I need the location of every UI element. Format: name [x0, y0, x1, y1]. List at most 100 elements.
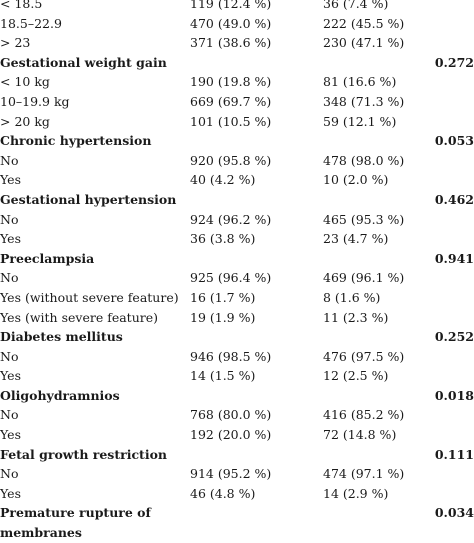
table-row: No 946 (98.5 %) 476 (97.5 %) — [0, 347, 474, 367]
row-label: Yes (without severe feature) — [0, 289, 179, 305]
table-row: < 18.5 119 (12.4 %) 36 (7.4 %) — [0, 0, 474, 14]
group-a-value: 19 (1.9 %) — [190, 309, 256, 325]
group-a-value: 920 (95.8 %) — [190, 152, 272, 168]
group-b-value: 12 (2.5 %) — [323, 368, 389, 384]
table-section-header: Fetal growth restriction 0.111 — [0, 445, 474, 465]
table-row: Yes (without severe feature) 16 (1.7 %) 8 … — [0, 288, 474, 308]
table-row: No 920 (95.8 %) 478 (98.0 %) — [0, 151, 474, 171]
row-label: Yes — [0, 172, 21, 188]
row-label: No — [0, 211, 19, 227]
group-b-value: 8 (1.6 %) — [323, 289, 381, 305]
group-a-value: 371 (38.6 %) — [190, 35, 272, 51]
table-section-header: Gestational hypertension 0.462 — [0, 190, 474, 210]
row-label: Oligohydramnios — [0, 387, 120, 403]
group-a-value: 190 (19.8 %) — [190, 74, 272, 90]
table-section-header: Diabetes mellitus 0.252 — [0, 327, 474, 347]
group-b-value: 23 (4.7 %) — [323, 231, 389, 247]
p-value: 0.018 — [434, 387, 474, 403]
table-row: No 914 (95.2 %) 474 (97.1 %) — [0, 464, 474, 484]
row-label: < 10 kg — [0, 74, 50, 90]
row-label: 10–19.9 kg — [0, 93, 70, 109]
group-b-value: 348 (71.3 %) — [323, 93, 405, 109]
row-label: Gestational weight gain — [0, 54, 167, 70]
group-a-value: 914 (95.2 %) — [190, 466, 272, 482]
row-label: Gestational hypertension — [0, 191, 177, 207]
row-label: 18.5–22.9 — [0, 15, 62, 31]
group-a-value: 14 (1.5 %) — [190, 368, 256, 384]
row-label: > 23 — [0, 35, 31, 51]
p-value: 0.053 — [434, 133, 474, 149]
p-value: 0.252 — [434, 329, 474, 345]
table-row: Yes 46 (4.8 %) 14 (2.9 %) — [0, 484, 474, 504]
row-label: No — [0, 407, 19, 423]
group-a-value: 119 (12.4 %) — [190, 0, 272, 11]
p-value: 0.272 — [434, 54, 474, 70]
row-label: Preeclampsia — [0, 250, 95, 266]
row-label: No — [0, 270, 19, 286]
group-a-value: 669 (69.7 %) — [190, 93, 272, 109]
row-label: Yes — [0, 368, 21, 384]
group-a-value: 925 (96.4 %) — [190, 270, 272, 286]
group-b-value: 474 (97.1 %) — [323, 466, 405, 482]
group-a-value: 470 (49.0 %) — [190, 15, 272, 31]
table-section-header: Oligohydramnios 0.018 — [0, 386, 474, 406]
group-b-value: 81 (16.6 %) — [323, 74, 397, 90]
table-row: Yes 40 (4.2 %) 10 (2.0 %) — [0, 170, 474, 190]
table-section-header: Preeclampsia 0.941 — [0, 249, 474, 269]
table-section-header: Premature rupture of 0.034 — [0, 503, 474, 523]
group-b-value: 59 (12.1 %) — [323, 113, 397, 129]
group-a-value: 36 (3.8 %) — [190, 231, 256, 247]
row-label: Yes — [0, 427, 21, 443]
table-row: No 925 (96.4 %) 469 (96.1 %) — [0, 268, 474, 288]
table-row: Yes 14 (1.5 %) 12 (2.5 %) — [0, 366, 474, 386]
table-row: < 10 kg 190 (19.8 %) 81 (16.6 %) — [0, 72, 474, 92]
row-label: Yes — [0, 231, 21, 247]
group-a-value: 101 (10.5 %) — [190, 113, 272, 129]
group-b-value: 476 (97.5 %) — [323, 348, 405, 364]
group-a-value: 768 (80.0 %) — [190, 407, 272, 423]
group-b-value: 469 (96.1 %) — [323, 270, 405, 286]
group-b-value: 478 (98.0 %) — [323, 152, 405, 168]
group-b-value: 222 (45.5 %) — [323, 15, 405, 31]
p-value: 0.941 — [434, 250, 474, 266]
group-b-value: 10 (2.0 %) — [323, 172, 389, 188]
group-b-value: 465 (95.3 %) — [323, 211, 405, 227]
row-label: < 18.5 — [0, 0, 43, 11]
group-a-value: 924 (96.2 %) — [190, 211, 272, 227]
group-a-value: 946 (98.5 %) — [190, 348, 272, 364]
table-row: Yes 36 (3.8 %) 23 (4.7 %) — [0, 229, 474, 249]
table-row: No 924 (96.2 %) 465 (95.3 %) — [0, 210, 474, 230]
row-label: No — [0, 466, 19, 482]
table-section-header: Chronic hypertension 0.053 — [0, 131, 474, 151]
row-label: Chronic hypertension — [0, 133, 152, 149]
table-row: No 768 (80.0 %) 416 (85.2 %) — [0, 405, 474, 425]
row-label: Premature rupture of — [0, 505, 151, 521]
table-row: Yes 192 (20.0 %) 72 (14.8 %) — [0, 425, 474, 445]
table-row: Yes (with severe feature) 19 (1.9 %) 11 (2… — [0, 308, 474, 328]
p-value: 0.111 — [434, 446, 474, 462]
group-b-value: 416 (85.2 %) — [323, 407, 405, 423]
group-a-value: 16 (1.7 %) — [190, 289, 256, 305]
row-label: No — [0, 152, 19, 168]
group-b-value: 36 (7.4 %) — [323, 0, 389, 11]
row-label: Diabetes mellitus — [0, 329, 123, 345]
row-label: Fetal growth restriction — [0, 446, 167, 462]
row-label: > 20 kg — [0, 113, 50, 129]
table-row: 10–19.9 kg 669 (69.7 %) 348 (71.3 %) — [0, 92, 474, 112]
p-value: 0.462 — [434, 191, 474, 207]
group-b-value: 11 (2.3 %) — [323, 309, 389, 325]
table-row: > 23 371 (38.6 %) 230 (47.1 %) — [0, 33, 474, 53]
p-value: 0.034 — [434, 505, 474, 521]
group-a-value: 192 (20.0 %) — [190, 427, 272, 443]
group-b-value: 230 (47.1 %) — [323, 35, 405, 51]
row-label: Yes — [0, 485, 21, 501]
table-section-header: membranes — [0, 523, 474, 543]
group-b-value: 72 (14.8 %) — [323, 427, 397, 443]
row-label: No — [0, 348, 19, 364]
table-section-header: Gestational weight gain 0.272 — [0, 53, 474, 73]
table-row: > 20 kg 101 (10.5 %) 59 (12.1 %) — [0, 112, 474, 132]
group-b-value: 14 (2.9 %) — [323, 485, 389, 501]
group-a-value: 46 (4.8 %) — [190, 485, 256, 501]
row-label: Yes (with severe feature) — [0, 309, 158, 325]
